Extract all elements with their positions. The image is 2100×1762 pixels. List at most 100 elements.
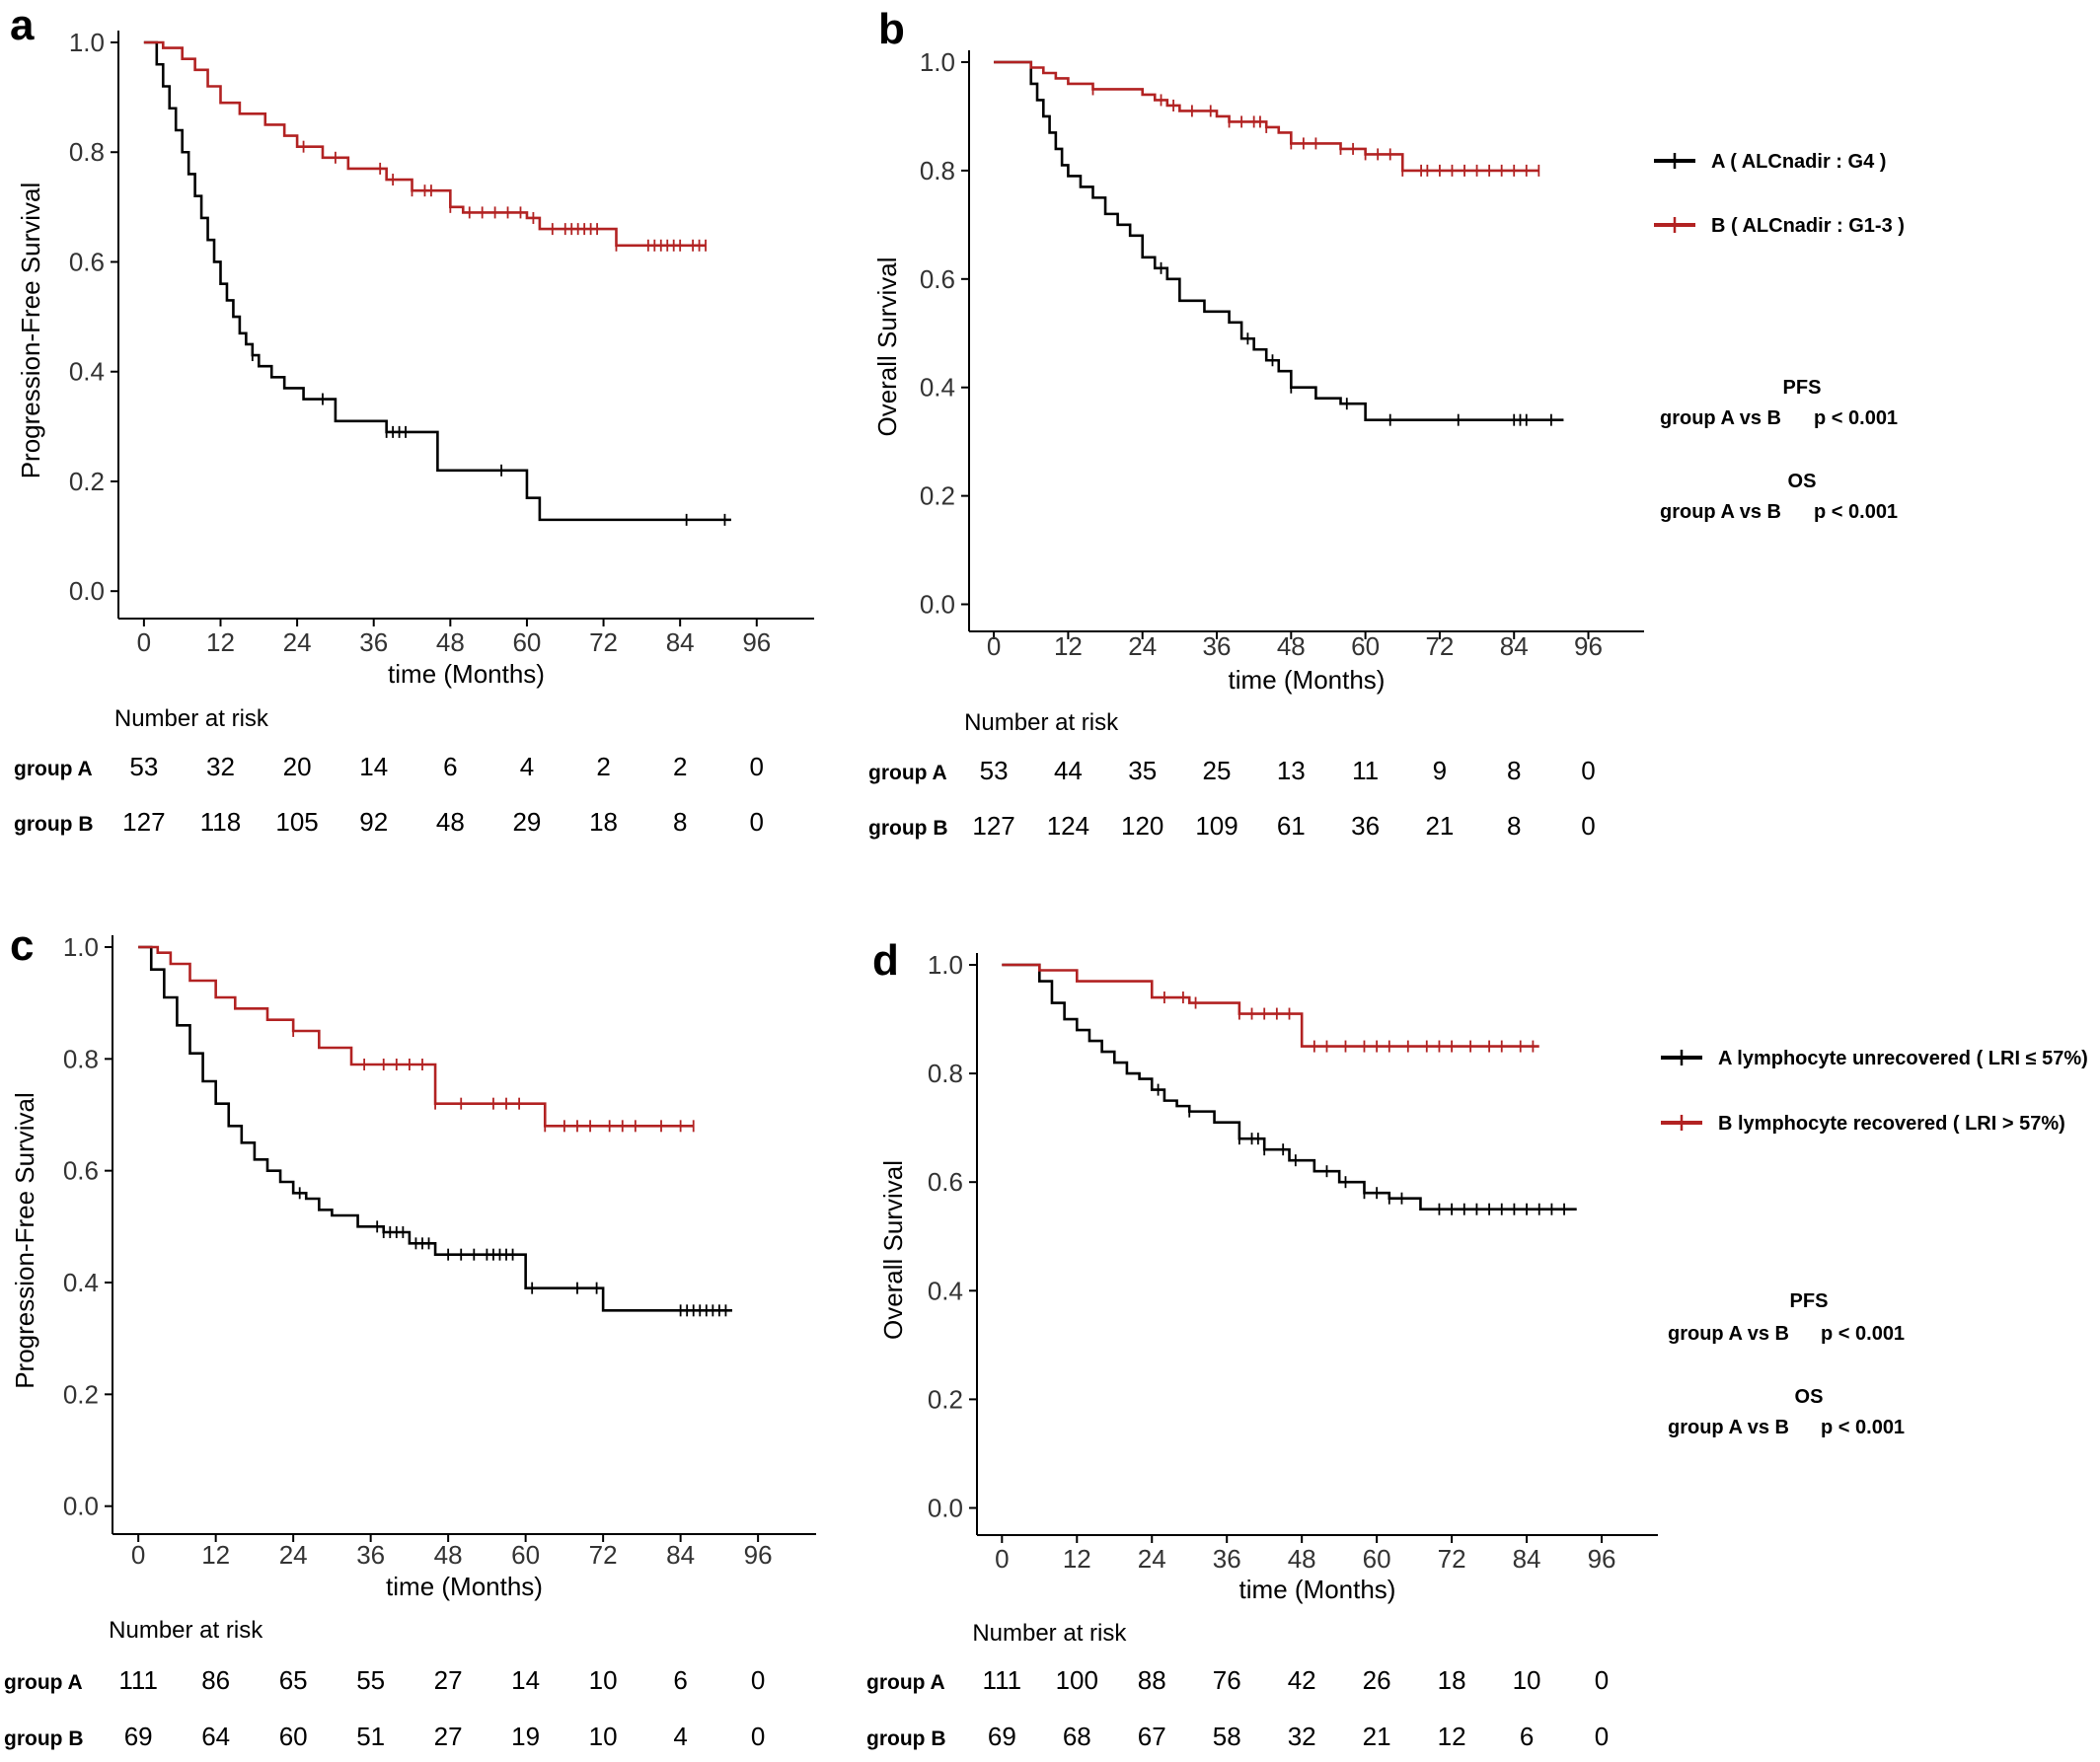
risk-count: 32	[206, 752, 235, 781]
x-tick-label: 24	[1128, 631, 1157, 661]
km-curve-group-b	[994, 60, 1539, 173]
panel-a: a0.00.20.40.60.81.00 12 24 36 48 60 72 84 96time…	[10, 1, 814, 837]
y-axis-title: Overall Survival	[878, 1160, 908, 1340]
y-tick-label: 1.0	[69, 28, 105, 57]
stat-title: PFS	[1783, 377, 1822, 399]
y-axis-title: Progression-Free Survival	[10, 1092, 39, 1389]
risk-count: 8	[1507, 811, 1521, 841]
risk-count: 6	[443, 752, 457, 781]
y-tick-label: 0.8	[928, 1059, 963, 1088]
x-tick-label: 96	[1574, 631, 1603, 661]
km-curve-group-b	[143, 40, 707, 248]
x-tick-label: 72	[1425, 631, 1454, 661]
x-tick-label: 36	[356, 1540, 385, 1570]
x-tick-label: 60	[512, 627, 541, 657]
x-tick-label: 48	[434, 1540, 463, 1570]
x-tick-label: 72	[589, 1540, 618, 1570]
x-tick-label: 84	[666, 1540, 695, 1570]
x-tick-label: 84	[666, 627, 695, 657]
y-tick-label: 0.0	[920, 590, 955, 620]
y-axis-title: Overall Survival	[872, 257, 902, 436]
risk-count: 13	[1277, 756, 1306, 785]
risk-count: 25	[1203, 756, 1232, 785]
x-tick-label: 60	[511, 1540, 540, 1570]
x-tick-label: 72	[1438, 1544, 1466, 1574]
panel-letter: d	[872, 936, 899, 985]
legend-label: B ( ALCnadir : G1-3 )	[1711, 215, 1905, 237]
risk-count: 0	[750, 752, 764, 781]
y-tick-label: 0.0	[63, 1492, 99, 1521]
risk-row-label: group B	[866, 1727, 945, 1750]
risk-count: 44	[1054, 756, 1083, 785]
stat-comparison: group A vs B	[1668, 1323, 1789, 1345]
x-tick-label: 96	[744, 1540, 773, 1570]
x-tick-label: 60	[1363, 1544, 1391, 1574]
legend-label: A lymphocyte unrecovered ( LRI ≤ 57%)	[1718, 1048, 2088, 1069]
y-tick-label: 0.6	[920, 264, 955, 294]
x-tick-label: 0	[137, 627, 151, 657]
y-tick-label: 0.8	[920, 156, 955, 185]
risk-count: 118	[200, 807, 241, 837]
stat-p-value: p < 0.001	[1821, 1323, 1905, 1345]
panel-letter: b	[878, 5, 905, 53]
risk-count: 0	[750, 807, 764, 837]
risk-count: 2	[673, 752, 687, 781]
stat-comparison: group A vs B	[1668, 1417, 1789, 1438]
x-axis-title: time (Months)	[386, 1572, 543, 1601]
stat-title: PFS	[1790, 1290, 1829, 1312]
x-tick-label: 84	[1500, 631, 1529, 661]
risk-count: 109	[1195, 811, 1238, 841]
risk-count: 48	[436, 807, 465, 837]
y-tick-label: 0.6	[69, 247, 105, 276]
risk-count: 53	[129, 752, 158, 781]
risk-count: 0	[1581, 756, 1595, 785]
km-curve-group-a	[143, 40, 731, 522]
panel-letter: c	[10, 921, 34, 970]
x-tick-label: 0	[995, 1544, 1009, 1574]
risk-count: 120	[1121, 811, 1163, 841]
y-tick-label: 0.6	[63, 1156, 99, 1186]
risk-count: 42	[1288, 1665, 1316, 1695]
x-tick-label: 12	[1063, 1544, 1091, 1574]
x-tick-label: 48	[1277, 631, 1306, 661]
panel-b: b 0.0 0.2 0.4 0.6 0.8 1.0 0 12 24 36 48 60 72 84 96 time…	[868, 5, 1905, 841]
risk-count: 26	[1363, 1665, 1391, 1695]
risk-count: 21	[1425, 811, 1454, 841]
stat-title: OS	[1795, 1386, 1824, 1408]
risk-count: 51	[356, 1722, 385, 1751]
risk-count: 6	[1520, 1722, 1534, 1751]
y-tick-label: 0.8	[69, 137, 105, 167]
risk-count: 88	[1138, 1665, 1166, 1695]
risk-count: 2	[596, 752, 610, 781]
y-tick-label: 0.2	[63, 1379, 99, 1409]
risk-row-label: group B	[14, 813, 93, 836]
km-curve-group-a	[994, 60, 1564, 421]
km-curve-group-a	[138, 945, 732, 1312]
risk-row-label: group A	[14, 758, 93, 780]
y-tick-label: 0.4	[920, 373, 955, 403]
km-curve-group-b	[1002, 963, 1539, 1048]
stat-p-value: p < 0.001	[1814, 501, 1898, 523]
risk-table-title: Number at risk	[114, 705, 269, 732]
risk-count: 14	[511, 1665, 540, 1695]
risk-count: 18	[1438, 1665, 1466, 1695]
stat-title: OS	[1788, 471, 1817, 492]
risk-row-label: group B	[868, 817, 947, 840]
stat-comparison: group A vs B	[1660, 407, 1781, 429]
x-tick-label: 12	[1054, 631, 1083, 661]
risk-count: 0	[1595, 1665, 1609, 1695]
y-tick-label: 0.0	[69, 576, 105, 606]
y-tick-label: 1.0	[928, 950, 963, 980]
risk-count: 127	[972, 811, 1014, 841]
risk-count: 8	[673, 807, 687, 837]
risk-count: 86	[201, 1665, 230, 1695]
x-tick-label: 60	[1351, 631, 1380, 661]
risk-row-label: group A	[868, 762, 947, 784]
risk-table-title: Number at risk	[109, 1617, 263, 1644]
y-tick-label: 0.4	[63, 1268, 99, 1297]
x-tick-label: 24	[1138, 1544, 1166, 1574]
y-axis-title: Progression-Free Survival	[16, 183, 45, 479]
x-tick-label: 12	[201, 1540, 230, 1570]
stat-p-value: p < 0.001	[1821, 1417, 1905, 1438]
stat-comparison: group A vs B	[1660, 501, 1781, 523]
